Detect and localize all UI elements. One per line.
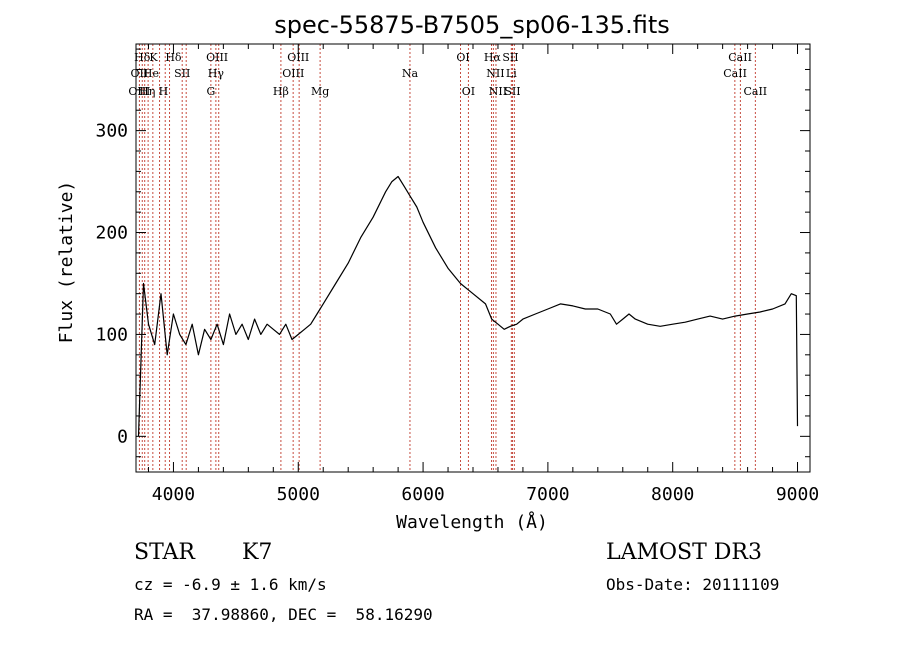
- spectral-line-label: NII: [486, 67, 504, 80]
- x-tick-label: 6000: [401, 484, 444, 505]
- spectral-line-label: Na: [402, 67, 419, 80]
- spectral-line-label: He: [143, 67, 159, 80]
- axis-ticks: 4000 5000 6000 7000 8000 9000 0 100 200 300: [95, 44, 819, 505]
- spectral-line-label: G: [206, 85, 215, 98]
- plot-frame: [135, 43, 811, 473]
- y-tick-label: 0: [117, 426, 128, 447]
- spectral-line-label: OIII: [128, 85, 150, 98]
- cz-value: cz = -6.9 ± 1.6 km/s: [134, 575, 327, 594]
- flux-series-group: [137, 175, 799, 437]
- spectral-line-label: Li: [506, 67, 517, 80]
- spectral-line-label: OIII: [282, 67, 304, 80]
- spectral-line-label: SII: [504, 85, 520, 98]
- x-axis-label: Wavelength (Å): [396, 511, 548, 533]
- spectral-line-label: Hη: [139, 85, 155, 98]
- x-tick-label: 8000: [651, 484, 694, 505]
- spectral-line-label: Mg: [311, 85, 329, 98]
- spectral-line-label: SII: [502, 51, 518, 64]
- object-subclass: K7: [242, 540, 273, 565]
- spectral-line-label: OII: [131, 67, 149, 80]
- x-tick-label: 5000: [277, 484, 320, 505]
- spectral-line-label: Hγ: [208, 67, 225, 80]
- spectral-line-markers: [138, 44, 756, 472]
- spectral-line-label: H: [159, 85, 169, 98]
- flux-series-line: [137, 175, 799, 437]
- ra-dec: RA = 37.98860, DEC = 58.16290: [134, 605, 433, 624]
- spectral-line-label: CaII: [728, 51, 752, 64]
- x-tick-label: 9000: [776, 484, 819, 505]
- spectral-line-label: K: [149, 51, 158, 64]
- spectral-line-label: Hδ: [134, 51, 151, 64]
- spectral-line-label: CaII: [723, 67, 747, 80]
- spectral-line-label: Hα: [484, 51, 502, 64]
- spectral-line-label: OIII: [206, 51, 228, 64]
- obs-date: Obs-Date: 20111109: [606, 575, 780, 594]
- x-tick-label: 4000: [152, 484, 195, 505]
- chart-title: spec-55875-B7505_sp06-135.fits: [274, 11, 669, 39]
- object-class: STAR: [134, 540, 195, 565]
- spectral-line-label: SII: [174, 67, 190, 80]
- survey-name: LAMOST DR3: [606, 540, 762, 565]
- spectral-line-label: OI: [456, 51, 469, 64]
- spectral-line-label: CaII: [743, 85, 767, 98]
- y-tick-label: 300: [95, 121, 128, 142]
- spectral-line-label: OIII: [287, 51, 309, 64]
- spectral-line-label: Hβ: [273, 85, 289, 98]
- y-tick-label: 100: [95, 324, 128, 345]
- x-tick-label: 7000: [526, 484, 569, 505]
- spectral-line-label: OI: [462, 85, 475, 98]
- y-axis-label: Flux (relative): [56, 181, 77, 344]
- y-tick-label: 200: [95, 223, 128, 244]
- spectral-line-label: Hδ: [165, 51, 182, 64]
- spectral-line-label: NII: [489, 85, 507, 98]
